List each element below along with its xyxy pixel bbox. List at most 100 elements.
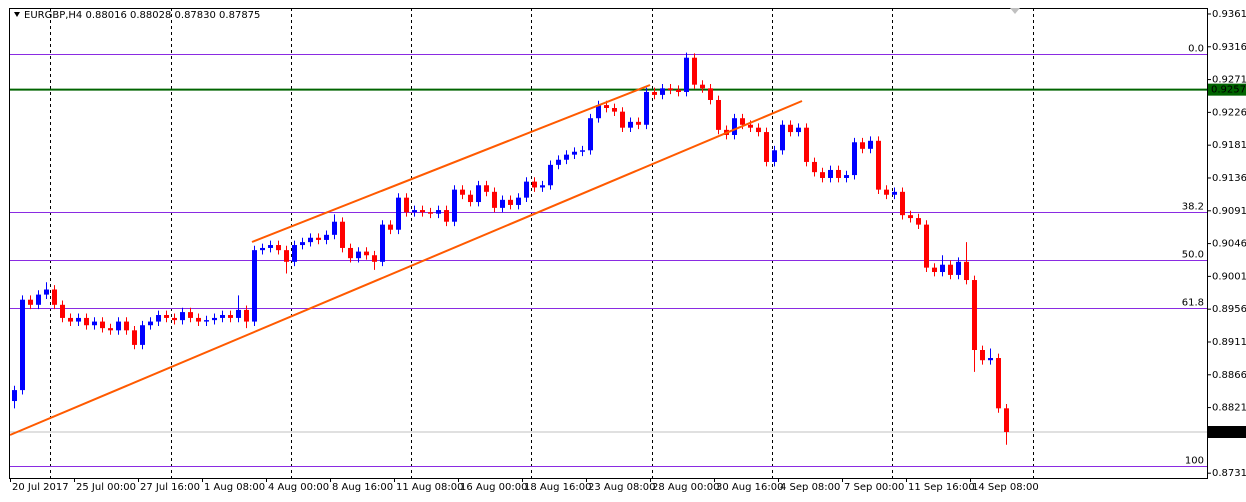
candle-body bbox=[212, 317, 217, 321]
candle-body bbox=[204, 320, 209, 322]
candle-body bbox=[180, 312, 185, 321]
candle-body bbox=[556, 159, 561, 165]
level-price-tag bbox=[1208, 83, 1246, 96]
candle-body bbox=[852, 142, 857, 176]
x-tick-label: 7 Sep 00:00 bbox=[844, 482, 904, 493]
candle-body bbox=[276, 245, 281, 251]
candle-body bbox=[516, 197, 521, 205]
candle-body bbox=[380, 224, 385, 262]
candle-body bbox=[740, 118, 745, 125]
candle-body bbox=[156, 315, 161, 322]
candle-body bbox=[716, 99, 721, 130]
candle-body bbox=[508, 199, 513, 205]
candle-body bbox=[636, 121, 641, 125]
candle-body bbox=[908, 215, 913, 219]
candle-body bbox=[916, 218, 921, 225]
candle-body bbox=[940, 264, 945, 273]
candle-body bbox=[644, 91, 649, 125]
candle-body bbox=[284, 250, 289, 262]
candle-body bbox=[820, 172, 825, 178]
candle-body bbox=[604, 105, 609, 109]
x-tick-label: 27 Jul 16:00 bbox=[140, 482, 200, 493]
x-tick-label: 8 Aug 16:00 bbox=[332, 482, 393, 493]
candle-body bbox=[28, 299, 33, 305]
candle-body bbox=[892, 191, 897, 195]
candle-body bbox=[420, 210, 425, 213]
candle-body bbox=[732, 118, 737, 135]
x-tick-label: 28 Aug 00:00 bbox=[652, 482, 719, 493]
candle-body bbox=[492, 191, 497, 208]
candle-body bbox=[92, 321, 97, 326]
candle-body bbox=[108, 328, 113, 331]
candle-body bbox=[1004, 408, 1009, 433]
candle-body bbox=[660, 88, 665, 95]
candle-body bbox=[52, 289, 57, 305]
candle-body bbox=[948, 264, 953, 275]
candle-body bbox=[836, 169, 841, 178]
x-tick-label: 23 Aug 08:00 bbox=[588, 482, 655, 493]
candle-body bbox=[444, 210, 449, 222]
level-price-label: 0.92572 bbox=[1211, 85, 1246, 96]
candle-body bbox=[620, 111, 625, 128]
candle-body bbox=[668, 88, 673, 90]
candle-body bbox=[860, 142, 865, 149]
candle-body bbox=[292, 245, 297, 262]
candle-body bbox=[12, 390, 17, 402]
candle-body bbox=[676, 89, 681, 92]
candle-body bbox=[172, 317, 177, 321]
candle-body bbox=[268, 245, 273, 248]
candle-body bbox=[812, 161, 817, 173]
candle-body bbox=[924, 224, 929, 268]
candle-body bbox=[164, 315, 169, 318]
candle-body bbox=[188, 312, 193, 318]
candle-body bbox=[324, 234, 329, 240]
candle-body bbox=[76, 317, 81, 322]
levels bbox=[10, 54, 1207, 467]
candle-body bbox=[684, 57, 689, 92]
candle-body bbox=[252, 250, 257, 322]
candle-body bbox=[236, 309, 241, 318]
candle-body bbox=[652, 91, 657, 95]
candle-body bbox=[60, 304, 65, 318]
candle-body bbox=[436, 210, 441, 214]
symbol-menu-arrow[interactable] bbox=[14, 12, 20, 17]
candle-body bbox=[260, 247, 265, 251]
candle-body bbox=[356, 251, 361, 259]
candle-body bbox=[572, 151, 577, 155]
chart-title: EURGBP,H4 0.88016 0.88028 0.87830 0.8787… bbox=[24, 10, 260, 21]
shift-marker bbox=[1010, 8, 1020, 14]
candle-body bbox=[476, 185, 481, 203]
candle-body bbox=[988, 358, 993, 361]
candle-body bbox=[900, 191, 905, 216]
candle-body bbox=[388, 224, 393, 230]
candle-body bbox=[564, 154, 569, 160]
candle-body bbox=[348, 247, 353, 259]
candle-body bbox=[460, 189, 465, 195]
x-tick-label: 4 Aug 00:00 bbox=[268, 482, 329, 493]
candle-body bbox=[340, 221, 345, 248]
candle-body bbox=[500, 199, 505, 208]
candle-body bbox=[244, 309, 249, 322]
candle-body bbox=[484, 185, 489, 192]
fibo-level-label: 50.0 bbox=[1182, 250, 1204, 261]
candle-body bbox=[844, 175, 849, 178]
fibo-level-label: 38.2 bbox=[1182, 202, 1204, 213]
current-price-tag bbox=[1208, 426, 1246, 439]
candle-body bbox=[196, 317, 201, 322]
candle-body bbox=[124, 321, 129, 331]
candle-body bbox=[596, 105, 601, 119]
candle-body bbox=[764, 132, 769, 162]
x-tick-label: 20 Jul 2017 bbox=[12, 482, 69, 493]
